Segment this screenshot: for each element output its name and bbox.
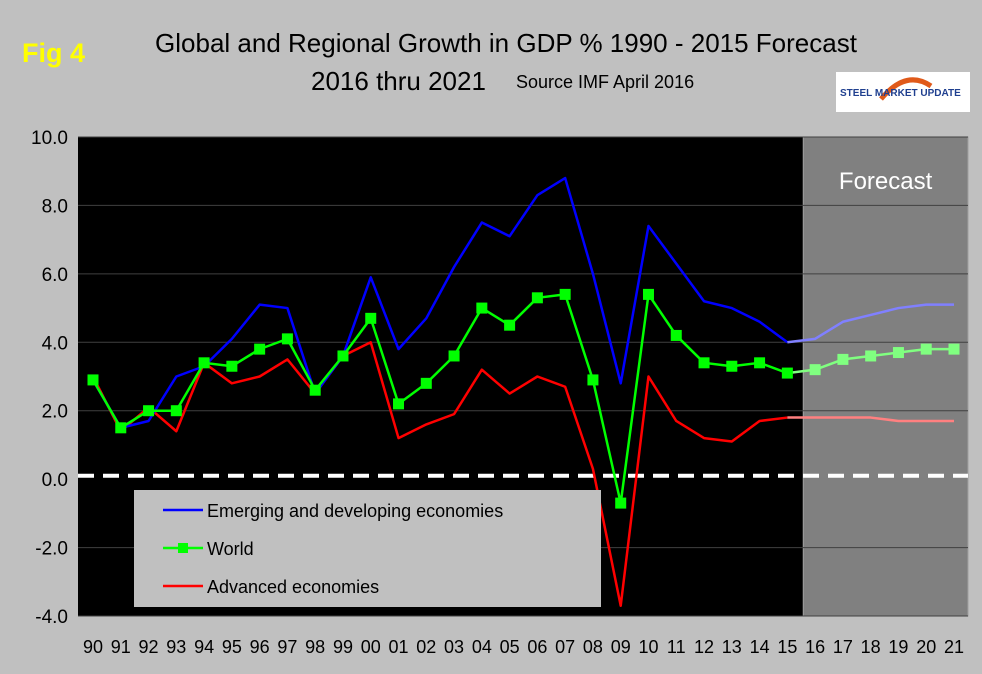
x-tick-label: 19 bbox=[888, 637, 908, 657]
data-point bbox=[837, 353, 849, 365]
x-tick-label: 18 bbox=[861, 637, 881, 657]
data-point bbox=[726, 360, 738, 372]
data-point bbox=[115, 422, 127, 434]
data-point bbox=[143, 405, 155, 417]
data-point bbox=[198, 357, 210, 369]
data-point bbox=[448, 350, 460, 362]
x-tick-label: 20 bbox=[916, 637, 936, 657]
y-tick-label: 10.0 bbox=[31, 128, 68, 149]
x-tick-label: 10 bbox=[638, 637, 658, 657]
data-point bbox=[309, 384, 321, 396]
data-point bbox=[170, 405, 182, 417]
x-tick-label: 90 bbox=[83, 637, 103, 657]
x-tick-label: 01 bbox=[389, 637, 409, 657]
logo-swoosh-icon bbox=[879, 77, 933, 101]
x-tick-label: 07 bbox=[555, 637, 575, 657]
data-point bbox=[809, 364, 821, 376]
legend-marker bbox=[178, 543, 188, 553]
x-tick-label: 14 bbox=[750, 637, 770, 657]
chart-subtitle: 2016 thru 2021 bbox=[311, 66, 486, 96]
chart-title: Global and Regional Growth in GDP % 1990… bbox=[155, 28, 857, 58]
y-tick-label: 4.0 bbox=[42, 333, 68, 354]
data-point bbox=[226, 360, 238, 372]
legend-label: World bbox=[207, 539, 254, 559]
x-tick-label: 94 bbox=[194, 637, 214, 657]
x-tick-label: 11 bbox=[667, 637, 686, 657]
y-tick-label: 8.0 bbox=[42, 196, 68, 217]
data-point bbox=[281, 333, 293, 345]
data-point bbox=[865, 350, 877, 362]
x-tick-label: 13 bbox=[722, 637, 742, 657]
data-point bbox=[559, 288, 571, 300]
data-point bbox=[754, 357, 766, 369]
y-axis: 10.0 8.0 6.0 4.0 2.0 0.0 -2.0 -4.0 bbox=[31, 128, 68, 628]
data-point bbox=[698, 357, 710, 369]
data-point bbox=[642, 288, 654, 300]
x-tick-label: 09 bbox=[611, 637, 631, 657]
x-tick-label: 92 bbox=[139, 637, 159, 657]
x-tick-label: 05 bbox=[500, 637, 520, 657]
x-tick-label: 91 bbox=[111, 637, 131, 657]
x-tick-label: 99 bbox=[333, 637, 353, 657]
steel-market-update-logo: STEEL MARKET UPDATE bbox=[836, 72, 970, 112]
x-tick-label: 17 bbox=[833, 637, 853, 657]
x-tick-label: 15 bbox=[777, 637, 797, 657]
data-point bbox=[615, 497, 627, 509]
figure-label: Fig 4 bbox=[22, 38, 86, 68]
data-point bbox=[948, 343, 960, 355]
forecast-label: Forecast bbox=[839, 168, 933, 195]
data-point bbox=[254, 343, 266, 355]
data-point bbox=[531, 292, 543, 304]
legend: Emerging and developing economies World Ad… bbox=[134, 490, 601, 607]
series-line-forecast bbox=[787, 416, 954, 423]
series-line-forecast bbox=[787, 303, 954, 344]
y-tick-label: -2.0 bbox=[35, 539, 68, 560]
x-tick-label: 08 bbox=[583, 637, 603, 657]
y-tick-label: -4.0 bbox=[35, 607, 68, 628]
data-point bbox=[920, 343, 932, 355]
data-point bbox=[504, 319, 516, 331]
x-tick-label: 93 bbox=[166, 637, 186, 657]
logo-text: STEEL MARKET UPDATE bbox=[840, 88, 961, 99]
data-point bbox=[587, 374, 599, 386]
x-tick-label: 21 bbox=[944, 637, 964, 657]
x-tick-label: 06 bbox=[527, 637, 547, 657]
x-axis: 90 91 92 93 94 95 96 97 98 99 00 01 02 03 04 05 06 07 08 09… bbox=[83, 637, 964, 657]
x-tick-label: 03 bbox=[444, 637, 464, 657]
data-point bbox=[476, 302, 488, 314]
x-tick-label: 12 bbox=[694, 637, 714, 657]
x-tick-label: 04 bbox=[472, 637, 492, 657]
forecast-region bbox=[802, 136, 969, 617]
data-point bbox=[670, 329, 682, 341]
x-tick-label: 98 bbox=[305, 637, 325, 657]
series-lines bbox=[87, 176, 960, 607]
data-point bbox=[420, 377, 432, 389]
x-tick-label: 96 bbox=[250, 637, 270, 657]
x-tick-label: 97 bbox=[277, 637, 297, 657]
x-tick-label: 95 bbox=[222, 637, 242, 657]
data-point bbox=[365, 312, 377, 324]
data-point bbox=[393, 398, 405, 410]
data-point bbox=[337, 350, 349, 362]
data-point bbox=[87, 374, 99, 386]
legend-label: Advanced economies bbox=[207, 577, 379, 597]
x-tick-label: 16 bbox=[805, 637, 825, 657]
x-tick-label: 00 bbox=[361, 637, 381, 657]
y-tick-label: 6.0 bbox=[42, 265, 68, 286]
data-point bbox=[892, 347, 904, 359]
source-note: Source IMF April 2016 bbox=[516, 72, 695, 92]
legend-box bbox=[134, 490, 601, 607]
y-tick-label: 2.0 bbox=[42, 402, 68, 423]
legend-label: Emerging and developing economies bbox=[207, 501, 503, 521]
x-tick-label: 02 bbox=[416, 637, 436, 657]
data-point bbox=[781, 367, 793, 379]
y-tick-label: 0.0 bbox=[42, 470, 68, 491]
